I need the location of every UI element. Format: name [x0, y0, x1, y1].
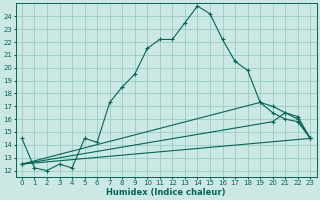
X-axis label: Humidex (Indice chaleur): Humidex (Indice chaleur) [106, 188, 226, 197]
